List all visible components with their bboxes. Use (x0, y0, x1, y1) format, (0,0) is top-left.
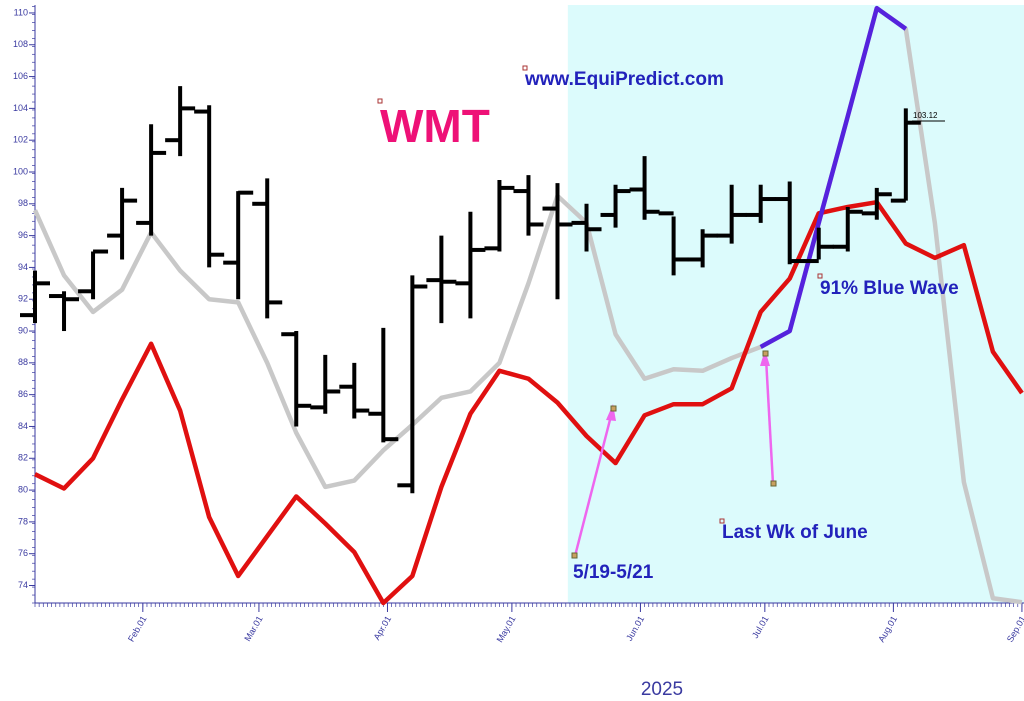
x-tick-label: May.01 (495, 614, 518, 644)
y-tick-label: 74 (18, 580, 28, 590)
background: 74 76 78 80 82 84 86 88 90 92 94 96 98 100 102 104 106 10… (13, 5, 1024, 644)
marker (770, 480, 777, 487)
marker (762, 350, 769, 357)
marker (817, 273, 823, 279)
subtitle: www.EquiPredict.com (524, 69, 724, 90)
annotations: WMT www.EquiPredict.com 91% Blue Wave La… (377, 65, 959, 700)
marker (719, 518, 725, 524)
y-tick-label: 100 (13, 166, 28, 176)
y-tick-label: 98 (18, 198, 28, 208)
y-tick-label: 108 (13, 39, 28, 49)
y-tick-label: 88 (18, 357, 28, 367)
annotation: 91% Blue Wave (820, 278, 959, 299)
y-tick-label: 82 (18, 453, 28, 463)
y-tick-label: 110 (14, 7, 28, 17)
y-tick-label: 102 (13, 135, 28, 145)
y-tick-label: 96 (18, 230, 28, 240)
y-tick-label: 80 (18, 484, 28, 494)
y-tick-label: 90 (18, 325, 28, 335)
chart-title: WMT (380, 100, 490, 152)
line-series (759, 5, 908, 349)
x-tick-label: Jul.01 (750, 614, 771, 640)
x-tick-label: Aug.01 (876, 614, 899, 644)
annotation: 5/19-5/21 (573, 562, 654, 583)
price-label: 103.12 (913, 111, 938, 120)
annotation: Last Wk of June (722, 522, 868, 543)
y-tick-label: 84 (18, 421, 28, 431)
arrow (764, 357, 775, 485)
y-tick-label: 94 (18, 262, 28, 272)
y-tick-label: 86 (18, 389, 28, 399)
x-axis-label: 2025 (641, 679, 683, 700)
arrow-head (760, 350, 770, 366)
marker (522, 65, 528, 71)
y-tick-label: 76 (18, 548, 28, 558)
line-series (34, 199, 1024, 606)
marker (571, 552, 578, 559)
y-tick-label: 106 (13, 71, 28, 81)
x-tick-label: Jun.01 (624, 614, 646, 642)
x-tick-label: Feb.01 (126, 614, 149, 643)
y-tick-label: 78 (18, 516, 28, 526)
y-tick-label: 92 (18, 294, 28, 304)
marker (377, 98, 383, 104)
arrow (573, 411, 614, 557)
x-tick-label: Apr.01 (372, 614, 394, 642)
marker (610, 405, 617, 412)
x-tick-label: Mar.01 (242, 614, 264, 643)
x-tick-label: Sep.01 (1005, 614, 1024, 644)
y-tick-label: 104 (13, 103, 28, 113)
plot-area (20, 5, 1024, 606)
